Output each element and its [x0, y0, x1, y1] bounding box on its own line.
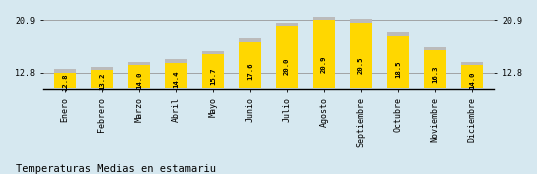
Bar: [91, 70, 113, 88]
Text: 14.4: 14.4: [173, 70, 179, 88]
Bar: [54, 73, 76, 88]
Bar: [313, 20, 335, 88]
Text: 14.0: 14.0: [469, 71, 475, 89]
Bar: [165, 62, 187, 88]
Bar: [128, 62, 150, 88]
Bar: [239, 42, 261, 88]
Text: Temperaturas Medias en estamariu: Temperaturas Medias en estamariu: [16, 164, 216, 174]
Bar: [239, 38, 261, 88]
Bar: [350, 19, 372, 88]
Text: 18.5: 18.5: [395, 61, 401, 78]
Bar: [276, 23, 298, 88]
Bar: [202, 54, 224, 88]
Bar: [461, 62, 483, 88]
Bar: [91, 67, 113, 88]
Bar: [350, 23, 372, 88]
Bar: [461, 65, 483, 88]
Bar: [313, 17, 335, 88]
Bar: [387, 32, 409, 88]
Bar: [165, 59, 187, 88]
Bar: [202, 51, 224, 88]
Bar: [424, 47, 446, 88]
Text: 12.8: 12.8: [62, 74, 68, 91]
Text: 17.6: 17.6: [247, 63, 253, 80]
Bar: [276, 26, 298, 88]
Bar: [387, 36, 409, 88]
Bar: [424, 50, 446, 88]
Text: 16.3: 16.3: [432, 66, 438, 83]
Text: 20.9: 20.9: [321, 56, 327, 73]
Text: 14.0: 14.0: [136, 71, 142, 89]
Text: 13.2: 13.2: [99, 73, 105, 90]
Text: 20.5: 20.5: [358, 56, 364, 74]
Bar: [54, 69, 76, 88]
Bar: [128, 65, 150, 88]
Text: 20.0: 20.0: [284, 58, 290, 75]
Text: 15.7: 15.7: [210, 67, 216, 85]
